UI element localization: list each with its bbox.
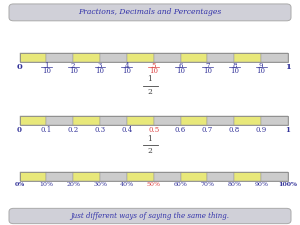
Bar (181, 53, 208, 62)
Text: 1: 1 (148, 135, 152, 143)
Text: 0.7: 0.7 (202, 126, 213, 134)
Text: 10: 10 (203, 67, 212, 75)
Text: 10: 10 (257, 67, 266, 75)
Bar (20, 116, 46, 125)
Text: 1: 1 (44, 62, 49, 70)
Text: 10: 10 (230, 67, 239, 75)
Text: 50%: 50% (147, 182, 161, 187)
Bar (234, 116, 261, 125)
Bar (20, 172, 288, 181)
Text: 0%: 0% (14, 182, 25, 187)
Bar (20, 172, 46, 181)
Bar (208, 116, 234, 125)
Text: 0: 0 (16, 63, 22, 71)
Text: 2: 2 (71, 62, 76, 70)
Bar (46, 172, 73, 181)
Text: 10: 10 (69, 67, 78, 75)
Text: 0.1: 0.1 (41, 126, 52, 134)
Bar (181, 172, 208, 181)
Bar (20, 53, 46, 62)
Bar (46, 116, 73, 125)
Bar (100, 53, 127, 62)
Bar (20, 53, 288, 62)
Bar (20, 116, 288, 125)
Bar (154, 172, 181, 181)
Text: 100%: 100% (279, 182, 297, 187)
Text: 10%: 10% (39, 182, 53, 187)
Bar (181, 116, 208, 125)
Text: Just different ways of saying the same thing.: Just different ways of saying the same t… (70, 212, 230, 220)
Text: 3: 3 (98, 62, 102, 70)
Text: 10: 10 (96, 67, 105, 75)
FancyBboxPatch shape (9, 208, 291, 224)
Bar (261, 53, 288, 62)
Bar (73, 53, 100, 62)
Text: 2: 2 (148, 88, 152, 96)
Text: 1: 1 (285, 63, 291, 71)
Bar (73, 116, 100, 125)
Text: 70%: 70% (200, 182, 214, 187)
Bar (127, 116, 154, 125)
Text: 10: 10 (149, 67, 158, 75)
Text: 5: 5 (152, 62, 156, 70)
Text: 10: 10 (42, 67, 51, 75)
Text: 0.8: 0.8 (229, 126, 240, 134)
Bar (127, 172, 154, 181)
Text: 20%: 20% (66, 182, 80, 187)
Text: 9: 9 (259, 62, 263, 70)
FancyBboxPatch shape (9, 4, 291, 21)
Text: 40%: 40% (120, 182, 134, 187)
Bar (234, 172, 261, 181)
Bar (127, 53, 154, 62)
Text: 60%: 60% (174, 182, 188, 187)
Text: 1: 1 (148, 75, 152, 83)
Bar (261, 172, 288, 181)
Text: 90%: 90% (254, 182, 268, 187)
Bar (208, 172, 234, 181)
Text: Fractions, Decimals and Percentages: Fractions, Decimals and Percentages (78, 8, 222, 16)
Bar (154, 116, 181, 125)
Bar (73, 172, 100, 181)
Text: 0.3: 0.3 (94, 126, 106, 134)
Bar (234, 53, 261, 62)
Text: 10: 10 (176, 67, 185, 75)
Text: 7: 7 (205, 62, 210, 70)
Text: 0.5: 0.5 (148, 126, 159, 134)
Text: 80%: 80% (227, 182, 241, 187)
Text: 30%: 30% (93, 182, 107, 187)
Bar (154, 53, 181, 62)
Text: 0: 0 (17, 126, 22, 134)
Bar (261, 116, 288, 125)
Text: 0.4: 0.4 (121, 126, 133, 134)
Text: 6: 6 (178, 62, 183, 70)
Text: 2: 2 (148, 147, 152, 155)
Bar (208, 53, 234, 62)
Text: 0.6: 0.6 (175, 126, 186, 134)
Text: 1: 1 (286, 126, 290, 134)
Text: 4: 4 (125, 62, 129, 70)
Text: 8: 8 (232, 62, 236, 70)
Text: 10: 10 (122, 67, 131, 75)
Bar (100, 172, 127, 181)
Text: 0.9: 0.9 (256, 126, 267, 134)
Text: 0.2: 0.2 (68, 126, 79, 134)
Bar (46, 53, 73, 62)
Bar (100, 116, 127, 125)
